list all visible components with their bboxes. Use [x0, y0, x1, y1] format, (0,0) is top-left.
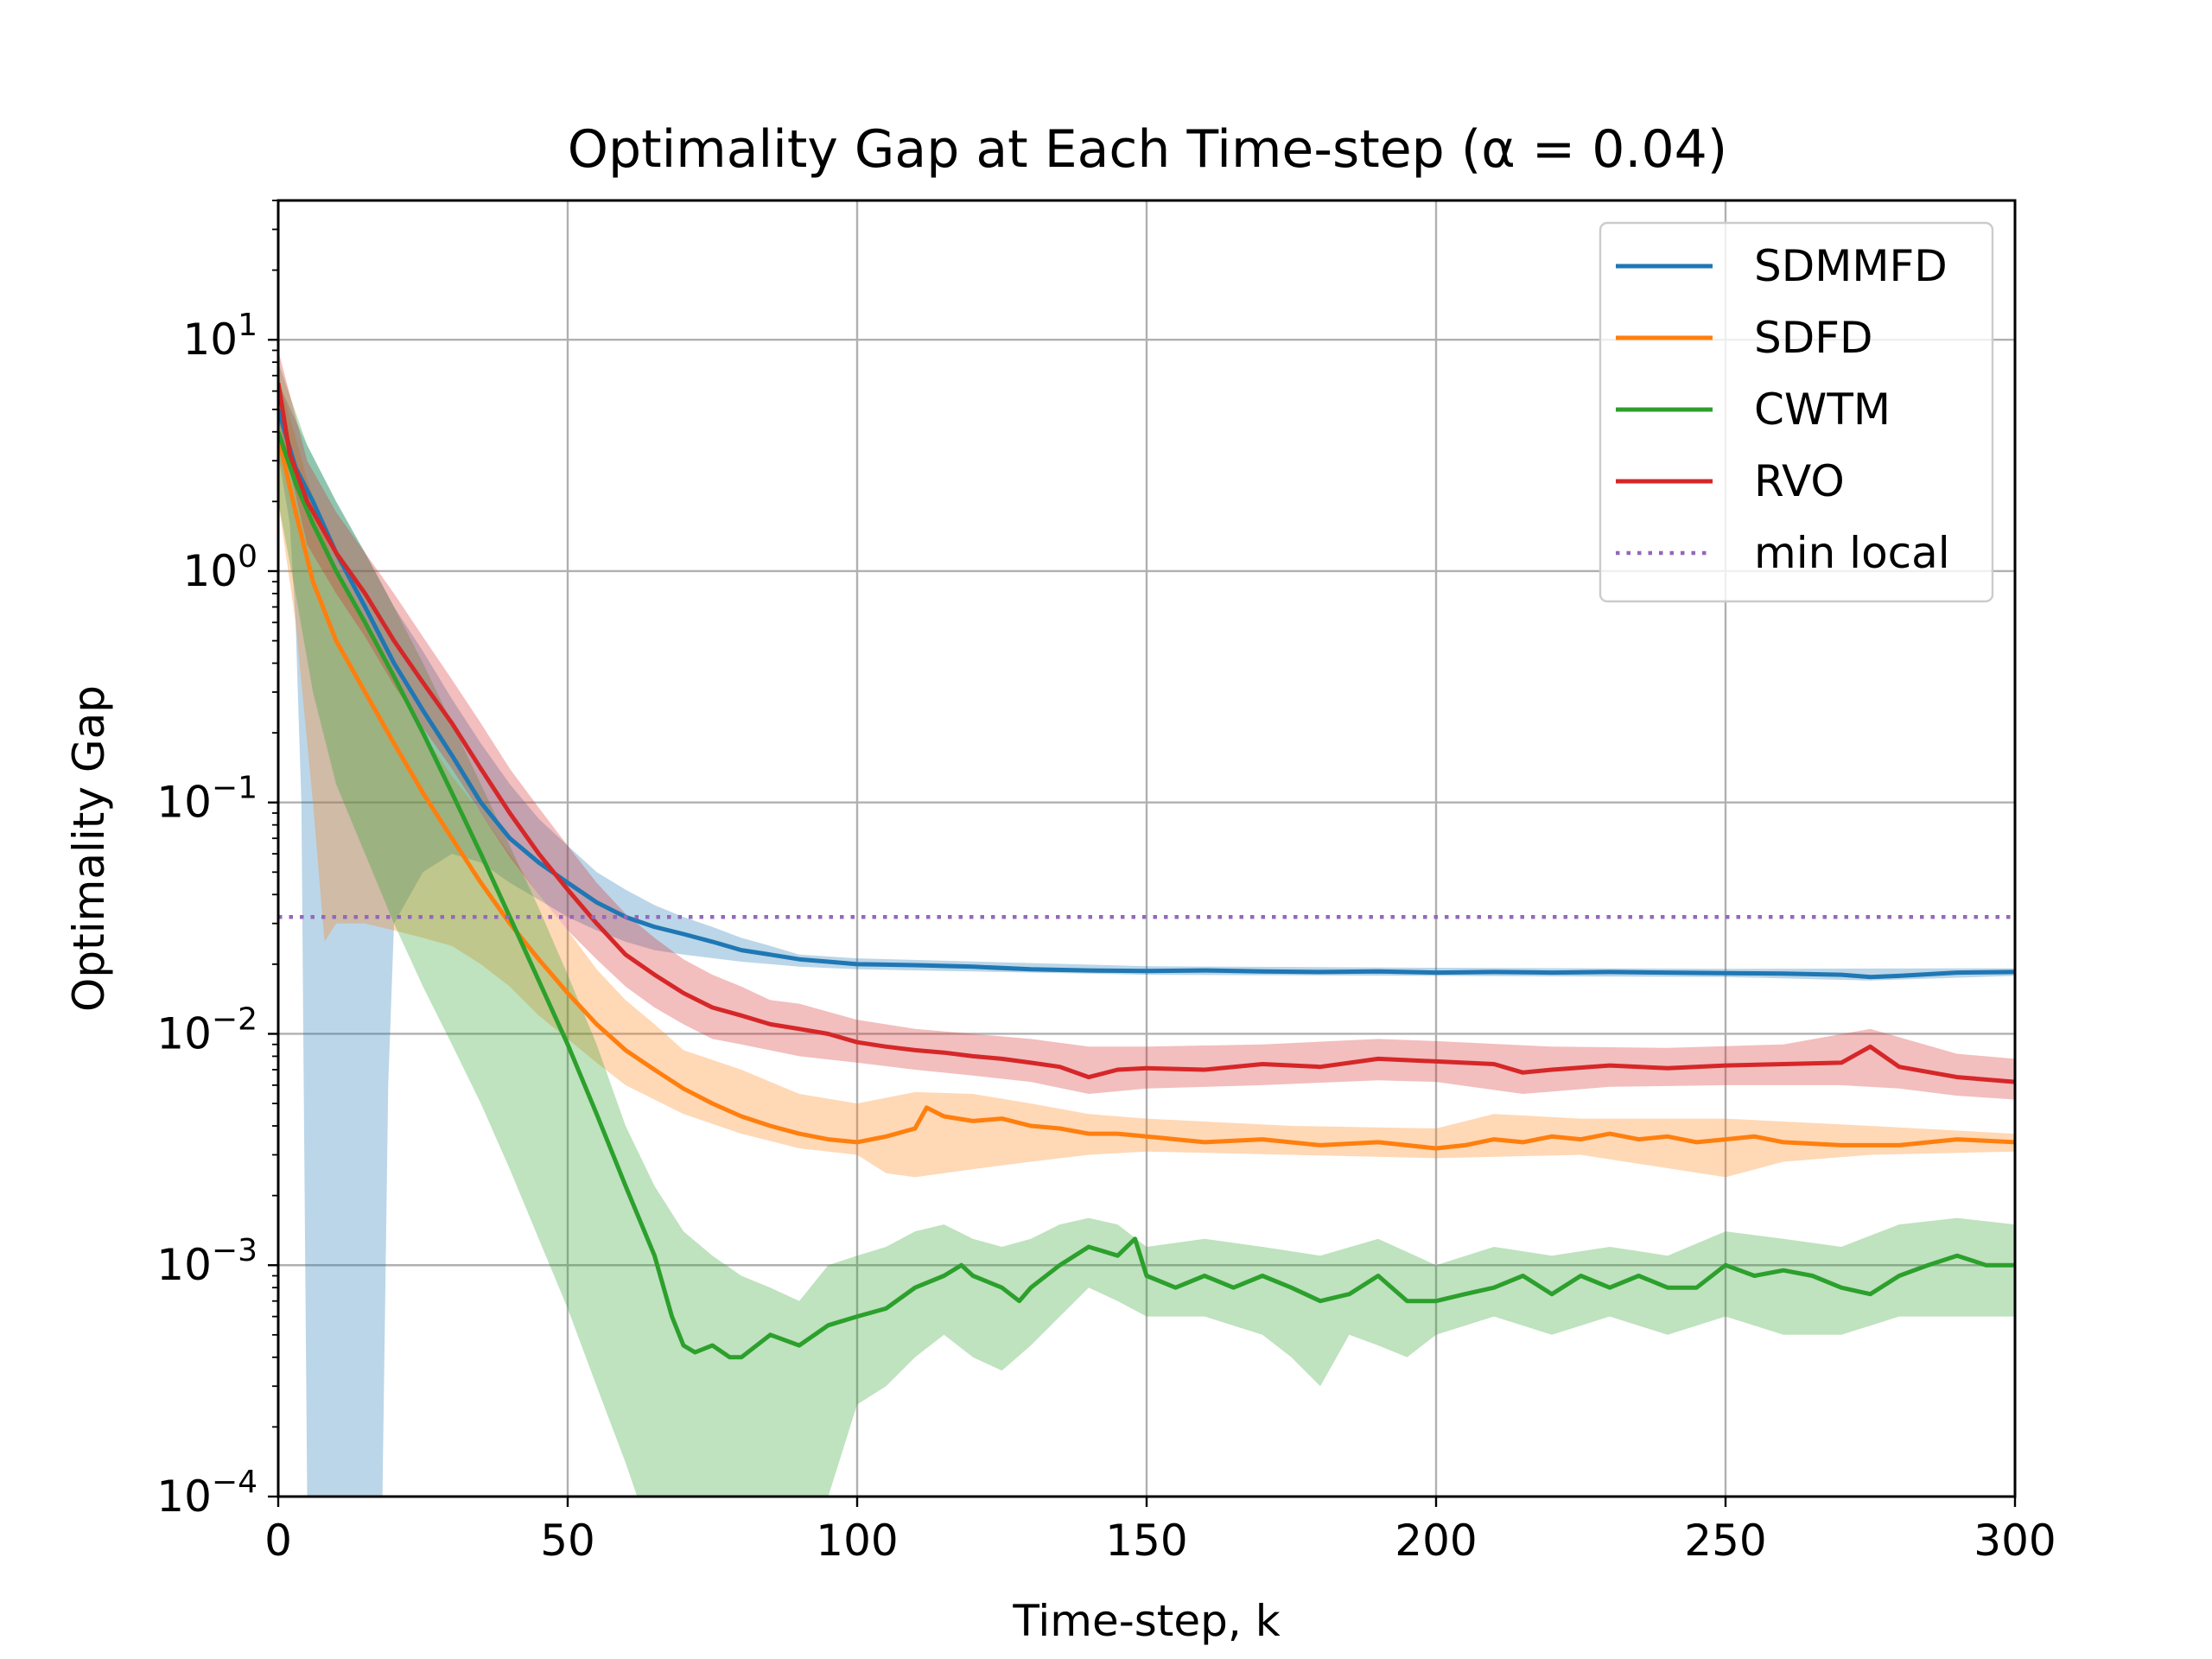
- y-axis-label: Optimality Gap: [64, 685, 114, 1012]
- series-lines: [278, 382, 2015, 1360]
- x-tick-label: 250: [1684, 1516, 1766, 1566]
- y-tick-label: 10−3: [156, 1233, 257, 1290]
- x-tick-label: 200: [1395, 1516, 1477, 1566]
- series-line-sdfd: [278, 436, 2015, 1151]
- x-axis-label: Time-step, k: [1012, 1596, 1280, 1646]
- x-tick-label: 0: [264, 1516, 292, 1566]
- y-tick-label: 10−4: [156, 1465, 257, 1522]
- y-tick-label: 101: [182, 308, 257, 365]
- x-axis-label-text: Time-step, k: [1012, 1596, 1280, 1646]
- series-line-cwtm: [278, 430, 2015, 1360]
- x-tick-label: 100: [816, 1516, 898, 1566]
- series-line-rvo: [278, 382, 2015, 1084]
- y-axis-ticks: 101 100 10−1 10−2 10−3 10−4: [156, 200, 278, 1522]
- legend-label: SDFD: [1754, 313, 1873, 363]
- legend-label: CWTM: [1754, 385, 1891, 435]
- legend-box: [1599, 221, 1994, 603]
- legend: SDMMFD SDFD CWTM RVO min local: [1599, 221, 1994, 603]
- chart-title: Optimality Gap at Each Time-step (α = 0.…: [568, 119, 1727, 180]
- x-tick-label: 150: [1105, 1516, 1187, 1566]
- y-tick-label: 100: [182, 539, 257, 596]
- legend-label: RVO: [1754, 456, 1845, 506]
- x-tick-label: 50: [540, 1516, 595, 1566]
- y-tick-label: 10−2: [156, 1001, 257, 1058]
- legend-label: min local: [1754, 528, 1950, 578]
- legend-label: SDMMFD: [1754, 241, 1948, 291]
- y-tick-label: 10−1: [156, 771, 257, 828]
- grid-lines: [276, 200, 2017, 1498]
- x-axis-ticks: 0 50 100 150 200 250 300: [264, 1497, 2056, 1566]
- x-tick-label: 300: [1974, 1516, 2056, 1566]
- band-sdmmfd: [278, 383, 2015, 1497]
- series-line-sdmmfd: [278, 409, 2015, 980]
